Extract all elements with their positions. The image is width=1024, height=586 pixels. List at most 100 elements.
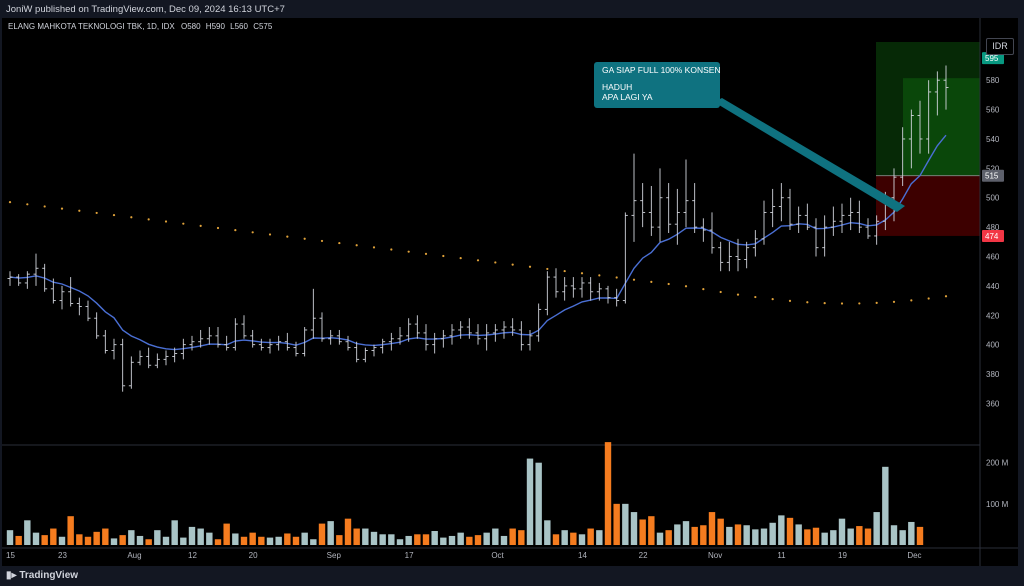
ma-slow-dot: [494, 261, 497, 264]
volume-bar: [587, 528, 594, 545]
price-tag-box: [982, 52, 1004, 65]
price-tick-label: 540: [986, 135, 1000, 144]
ma-slow-dot: [546, 267, 549, 271]
ma-slow-dot: [563, 269, 566, 273]
volume-bar: [422, 534, 430, 545]
volume-bar: [249, 532, 256, 545]
volume-bar: [726, 526, 733, 545]
volume-bar: [258, 536, 265, 545]
ma-slow-dot: [26, 203, 29, 206]
volume-bar: [786, 517, 794, 545]
volume-bar: [691, 526, 698, 545]
ma-slow-dot: [754, 295, 757, 299]
volume-bar: [856, 526, 863, 545]
ma-slow-dot: [182, 222, 185, 225]
volume-bar: [674, 524, 681, 545]
ma-slow-dot: [372, 246, 376, 249]
volume-bar: [310, 539, 317, 545]
volume-bar: [145, 539, 152, 545]
ma-slow-dot: [910, 299, 913, 302]
volume-bar: [110, 538, 118, 545]
callout-line-2: HADUH: [602, 82, 632, 92]
legend-h: 590: [212, 22, 226, 31]
currency-button[interactable]: IDR: [986, 38, 1014, 55]
volume-bar: [154, 530, 161, 545]
ma-slow-dot: [823, 301, 826, 305]
volume-bar: [830, 530, 837, 545]
time-tick-label: 17: [405, 551, 414, 560]
volume-bar: [743, 525, 750, 545]
volume-bar: [847, 528, 854, 545]
volume-bar: [119, 535, 126, 545]
volume-bar: [622, 503, 629, 545]
volume-bar: [41, 535, 48, 545]
volume-bar: [370, 531, 378, 545]
volume-bar: [561, 530, 568, 545]
ma-slow-line: [8, 201, 948, 305]
volume-bar: [769, 522, 776, 545]
tv-logo-icon: ▮▸: [6, 570, 20, 581]
ma-slow-dot: [598, 274, 601, 277]
legend-c: 575: [259, 22, 273, 31]
ma-slow-dot: [702, 288, 705, 291]
time-tick-label: 19: [838, 551, 847, 560]
callout-box: [594, 62, 720, 108]
volume-bar: [32, 532, 40, 545]
volume-bar: [596, 530, 603, 545]
volume-bar: [544, 520, 551, 545]
price-tick-label: 500: [986, 194, 1000, 203]
time-tick-label: 15: [6, 551, 15, 560]
ma-slow-dot: [355, 244, 358, 247]
ma-slow-dot: [684, 285, 688, 288]
volume-bar: [578, 534, 586, 545]
volume-bar: [500, 535, 508, 545]
volume-bar: [318, 523, 326, 545]
ma-slow-dot: [459, 257, 462, 260]
ma-slow-dot: [130, 216, 133, 219]
volume-bar: [509, 528, 516, 545]
volume-bar: [717, 518, 724, 545]
time-tick-label: 23: [58, 551, 67, 560]
volume-bar: [760, 528, 768, 545]
ma-slow-dot: [667, 282, 670, 286]
volume-bar: [734, 524, 742, 545]
volume-bar: [570, 532, 577, 545]
volume-bar: [916, 526, 924, 545]
volume-bar: [240, 536, 248, 545]
volume-tick-label: 200 M: [986, 459, 1009, 468]
ma-slow-dot: [528, 265, 532, 268]
volume-bar: [440, 537, 447, 545]
volume-bar: [604, 442, 612, 545]
volume-bar: [656, 532, 664, 545]
volume-bar: [58, 536, 66, 545]
volume-bar: [76, 534, 83, 545]
volume-bar: [171, 520, 178, 545]
price-tick-label: 460: [986, 253, 1000, 262]
ma-slow-dot: [251, 231, 254, 234]
volume-bar: [882, 466, 889, 545]
volume-bar: [405, 535, 412, 545]
footer-bar: ▮▸ TradingView: [0, 566, 1024, 586]
volume-bar: [67, 516, 74, 545]
ma-slow-dot: [858, 302, 861, 305]
volume-bar: [128, 530, 135, 545]
volume-bar: [24, 520, 31, 545]
chart-panel[interactable]: GA SIAP FULL 100% KONSEN HADUH APA LAGI YA…: [2, 18, 1018, 566]
ma-slow-dot: [632, 278, 636, 281]
ma-slow-dot: [303, 237, 306, 240]
volume-bar: [665, 530, 672, 545]
grid: [2, 18, 1018, 566]
ma-slow-dot: [8, 201, 12, 204]
volume-bar: [821, 532, 828, 545]
legend-c-label: C: [253, 22, 259, 31]
volume-bar: [431, 531, 438, 545]
volume-bar: [388, 534, 395, 545]
time-tick-label: 22: [639, 551, 648, 560]
volume-bar: [630, 512, 638, 545]
volume-bar: [552, 534, 560, 545]
price-tick-label: 520: [986, 164, 1000, 173]
tradingview-logo[interactable]: ▮▸ TradingView: [6, 570, 78, 581]
volume-bar: [136, 535, 144, 545]
